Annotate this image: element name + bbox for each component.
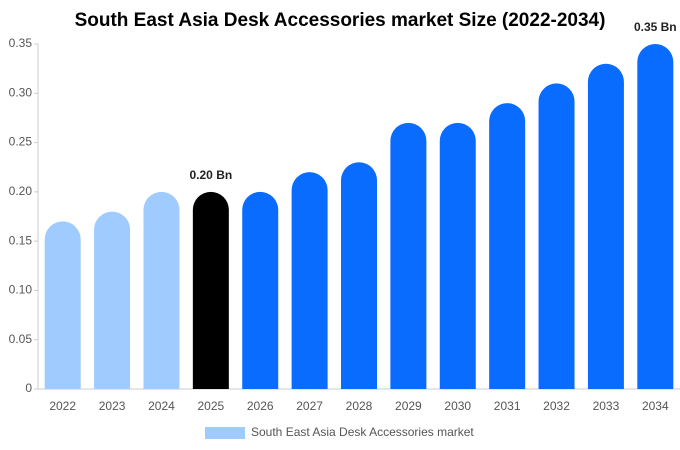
- x-tick-label: 2022: [49, 399, 76, 413]
- x-tick-label: 2026: [247, 399, 274, 413]
- x-tick-label: 2024: [148, 399, 175, 413]
- legend-swatch: [205, 427, 245, 439]
- bar: [94, 211, 131, 389]
- data-label: 0.35 Bn: [634, 20, 677, 34]
- bar: [192, 191, 229, 389]
- bar: [439, 122, 476, 389]
- x-tick-label: 2025: [197, 399, 224, 413]
- x-tick-label: 2029: [395, 399, 422, 413]
- chart-title: South East Asia Desk Accessories market …: [75, 10, 606, 31]
- x-tick-label: 2032: [543, 399, 570, 413]
- bar: [637, 44, 674, 389]
- bar: [242, 191, 279, 389]
- y-tick-label: 0.05: [9, 332, 33, 346]
- x-tick-label: 2027: [296, 399, 323, 413]
- bar: [143, 191, 180, 389]
- y-tick-label: 0.35: [9, 36, 33, 50]
- y-tick-label: 0.15: [9, 233, 33, 247]
- x-tick-label: 2033: [593, 399, 620, 413]
- y-tick-label: 0.30: [9, 85, 33, 99]
- y-tick-label: 0.20: [9, 184, 33, 198]
- x-tick-label: 2028: [346, 399, 373, 413]
- bar: [489, 103, 526, 389]
- bar: [390, 122, 427, 389]
- bar: [291, 172, 328, 389]
- y-tick-label: 0.10: [9, 283, 33, 297]
- y-tick-label: 0.25: [9, 135, 33, 149]
- x-tick-label: 2030: [444, 399, 471, 413]
- bar: [587, 63, 624, 389]
- data-label: 0.20 Bn: [190, 168, 233, 182]
- x-tick-label: 2034: [642, 399, 669, 413]
- bar: [341, 162, 377, 389]
- y-tick-label: 0: [25, 381, 32, 395]
- bar: [44, 221, 81, 389]
- bar: [538, 83, 575, 389]
- x-tick-label: 2023: [99, 399, 126, 413]
- legend-label: South East Asia Desk Accessories market: [251, 425, 474, 439]
- x-tick-label: 2031: [494, 399, 521, 413]
